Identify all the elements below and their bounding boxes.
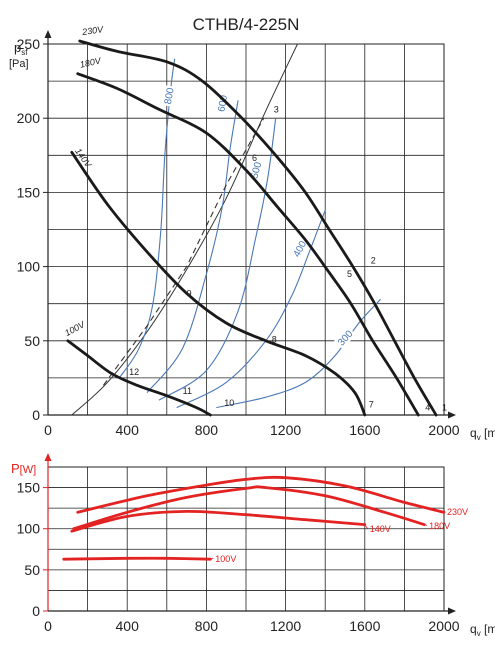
iso-label-500: 500: [249, 160, 264, 179]
power-label-leader: [364, 524, 369, 529]
fan-curve-label: 230V: [81, 24, 105, 37]
iso-line-500: [158, 118, 277, 401]
power-curve-100V: [62, 556, 212, 561]
x-tick-label: 400: [116, 618, 140, 634]
x-axis-arrow: [448, 411, 456, 419]
fan-curve-180V: [76, 72, 420, 417]
iso-line-800: [118, 58, 176, 379]
x-tick-label: 1600: [349, 618, 380, 634]
power-label-leader: [424, 524, 428, 526]
y-axis-arrow: [44, 30, 52, 38]
power-curve-label: 140V: [370, 524, 391, 534]
x-tick-label: 800: [195, 618, 219, 634]
system-curve: [71, 43, 298, 416]
y-axis-label: psf: [14, 40, 28, 57]
y-tick-label: 100: [17, 521, 41, 537]
fan-curve-label: 100V: [63, 319, 87, 338]
x-tick-label: 1200: [270, 618, 301, 634]
y-tick-label: 0: [32, 603, 40, 619]
y-axis-label: P[W]: [11, 461, 36, 476]
iso-label-bg: [333, 326, 357, 350]
y-axis-unit: [Pa]: [9, 58, 29, 70]
x-tick-label: 1200: [270, 422, 301, 438]
power-label-leader: [210, 557, 214, 560]
operating-point-label: 9: [187, 288, 192, 298]
x-tick-label: 2000: [428, 422, 459, 438]
y-tick-label: 50: [24, 562, 40, 578]
power-curve-label: 100V: [215, 554, 236, 564]
y-tick-label: 150: [17, 480, 41, 496]
power-curve-140V: [70, 509, 367, 533]
operating-point-label: 10: [224, 398, 234, 408]
operating-point-label: 11: [183, 386, 192, 396]
iso-label-bg: [289, 237, 310, 261]
x-axis-arrow: [448, 607, 456, 615]
y-tick-label: 250: [17, 36, 41, 52]
power-curve-label: 180V: [429, 521, 450, 531]
iso-label-800: 800: [163, 87, 177, 106]
operating-point-label: 2: [371, 256, 376, 266]
x-tick-label: 1600: [349, 422, 380, 438]
y-tick-label: 100: [17, 259, 41, 275]
x-tick-label: 800: [195, 422, 219, 438]
fan-curve-100V: [66, 339, 212, 417]
fan-curve-label: 180V: [79, 55, 103, 69]
fan-curve-140V: [70, 150, 367, 417]
y-tick-label: 150: [17, 184, 41, 200]
chart-title: CTHB/4-225N: [193, 15, 300, 34]
x-axis-label: qv [m³/h]: [470, 426, 495, 442]
operating-point-label: 1: [442, 403, 447, 413]
iso-label-600: 600: [216, 94, 230, 113]
y-tick-label: 50: [24, 333, 40, 349]
y-axis-arrow: [44, 453, 52, 461]
operating-point-label: 7: [369, 400, 374, 410]
y-tick-label: 200: [17, 110, 41, 126]
operating-point-label: 6: [252, 153, 257, 163]
x-axis-label: qv [m³/h]: [470, 622, 495, 638]
power-chart: 0 400 800 1200 1600 2000 0 50 100 150 qv [m³/h] P[W…: [11, 453, 495, 638]
power-curve-230V: [76, 475, 446, 514]
x-tick-label: 400: [116, 422, 140, 438]
power-curve-label: 230V: [447, 507, 468, 517]
power-label-leader: [443, 511, 446, 513]
operating-point-label: 5: [347, 269, 352, 279]
iso-label-bg: [161, 85, 177, 107]
power-curve-180V: [72, 485, 426, 531]
x-tick-label: 2000: [428, 618, 459, 634]
fan-curve-230V: [78, 39, 438, 417]
x-tick-label: 0: [44, 422, 52, 438]
operating-point-label: 4: [425, 403, 430, 413]
iso-label-bg: [214, 92, 230, 115]
y-tick-label: 0: [32, 407, 40, 423]
operating-point-label: 8: [272, 334, 277, 344]
operating-point-label: 3: [274, 104, 279, 114]
iso-line-600: [146, 100, 239, 394]
operating-point-label: 12: [129, 367, 139, 377]
x-tick-label: 0: [44, 618, 52, 634]
